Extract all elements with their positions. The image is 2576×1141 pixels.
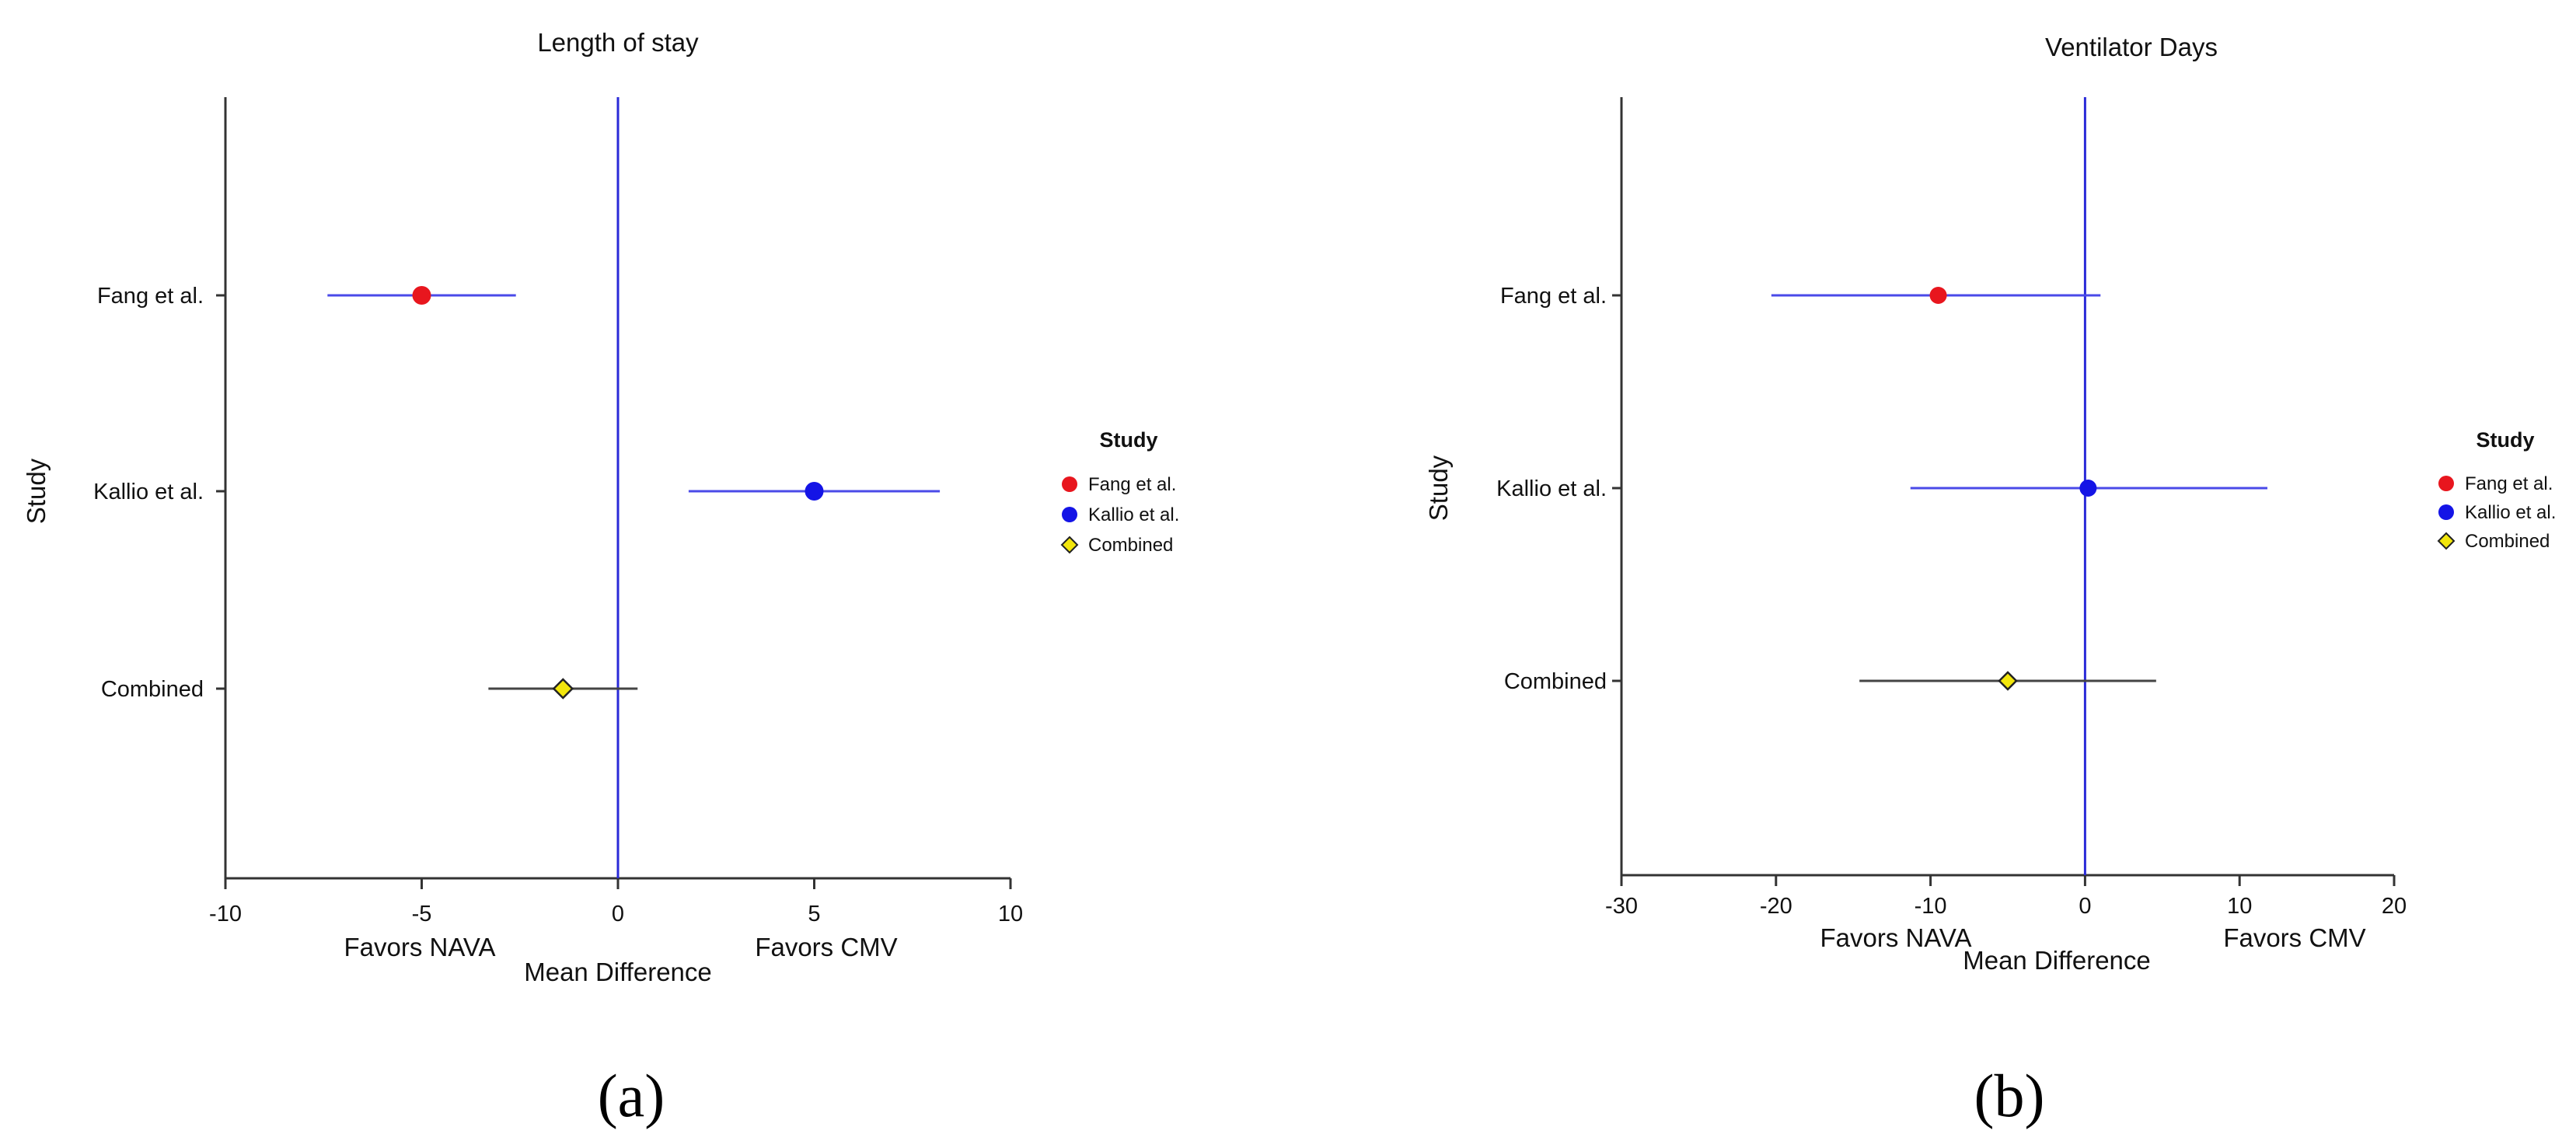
x-tick-label: -10: [209, 902, 242, 926]
x-axis-label: Mean Difference: [524, 958, 712, 986]
legend-label: Combined: [2465, 531, 2550, 552]
study-label: Combined: [101, 677, 204, 702]
estimate-dot: [2079, 480, 2097, 497]
y-axis-label: Study: [22, 458, 51, 524]
y-axis-label: Study: [1424, 455, 1453, 521]
estimate-diamond: [552, 678, 574, 700]
legend-dot: [2438, 476, 2454, 491]
study-label: Fang et al.: [1500, 284, 1607, 309]
favors-left-label: Favors NAVA: [344, 933, 496, 961]
estimate-diamond: [1998, 671, 2018, 691]
study-label: Kallio et al.: [93, 480, 204, 504]
chart-title: Ventilator Days: [2045, 33, 2218, 61]
estimate-dot: [1929, 287, 1947, 304]
legend-label: Fang et al.: [1088, 474, 1176, 495]
legend: Study Fang et al. Kallio et al. Combined: [1060, 428, 1179, 556]
legend-label: Kallio et al.: [1088, 504, 1179, 525]
panel-label: (a): [598, 1062, 665, 1129]
x-tick-label: 20: [2382, 894, 2407, 919]
legend-label: Combined: [1088, 535, 1173, 556]
x-tick-label: -20: [1760, 894, 1792, 919]
panel-label: (b): [1974, 1062, 2045, 1129]
legend: Study Fang et al. Kallio et al. Combined: [2437, 428, 2556, 552]
x-tick-label: 0: [2079, 894, 2091, 919]
study-label: Fang et al.: [97, 284, 204, 309]
x-tick-label: 10: [998, 902, 1023, 926]
legend-diamond: [1060, 536, 1079, 554]
x-tick-label: 10: [2227, 894, 2252, 919]
legend-title: Study: [2476, 428, 2534, 452]
chart-title: Length of stay: [537, 28, 699, 57]
x-tick-label: -5: [412, 902, 432, 926]
study-label: Kallio et al.: [1496, 476, 1607, 501]
favors-right-label: Favors CMV: [755, 933, 897, 961]
x-axis-label: Mean Difference: [1963, 946, 2151, 975]
legend-dot: [1062, 507, 1077, 522]
legend-diamond: [2437, 532, 2456, 550]
legend-label: Fang et al.: [2465, 473, 2553, 494]
legend-dot: [1062, 476, 1077, 492]
legend-label: Kallio et al.: [2465, 502, 2556, 523]
forest-panel-a: Length of stay -10 -5 0 5 10 Fang et al. Kallio…: [22, 28, 1179, 1129]
forest-panel-b: Ventilator Days -30 -20 -10 0 10 20 Fang et al.…: [1424, 33, 2556, 1129]
favors-left-label: Favors NAVA: [1820, 923, 1972, 952]
x-tick-label: 5: [808, 902, 820, 926]
estimate-dot: [805, 482, 824, 501]
x-tick-label: -30: [1605, 894, 1638, 919]
legend-dot: [2438, 504, 2454, 520]
x-tick-label: -10: [1915, 894, 1947, 919]
favors-right-label: Favors CMV: [2223, 923, 2365, 952]
legend-title: Study: [1099, 428, 1157, 452]
estimate-dot: [412, 286, 431, 305]
study-label: Combined: [1504, 669, 1607, 694]
x-tick-label: 0: [612, 902, 624, 926]
